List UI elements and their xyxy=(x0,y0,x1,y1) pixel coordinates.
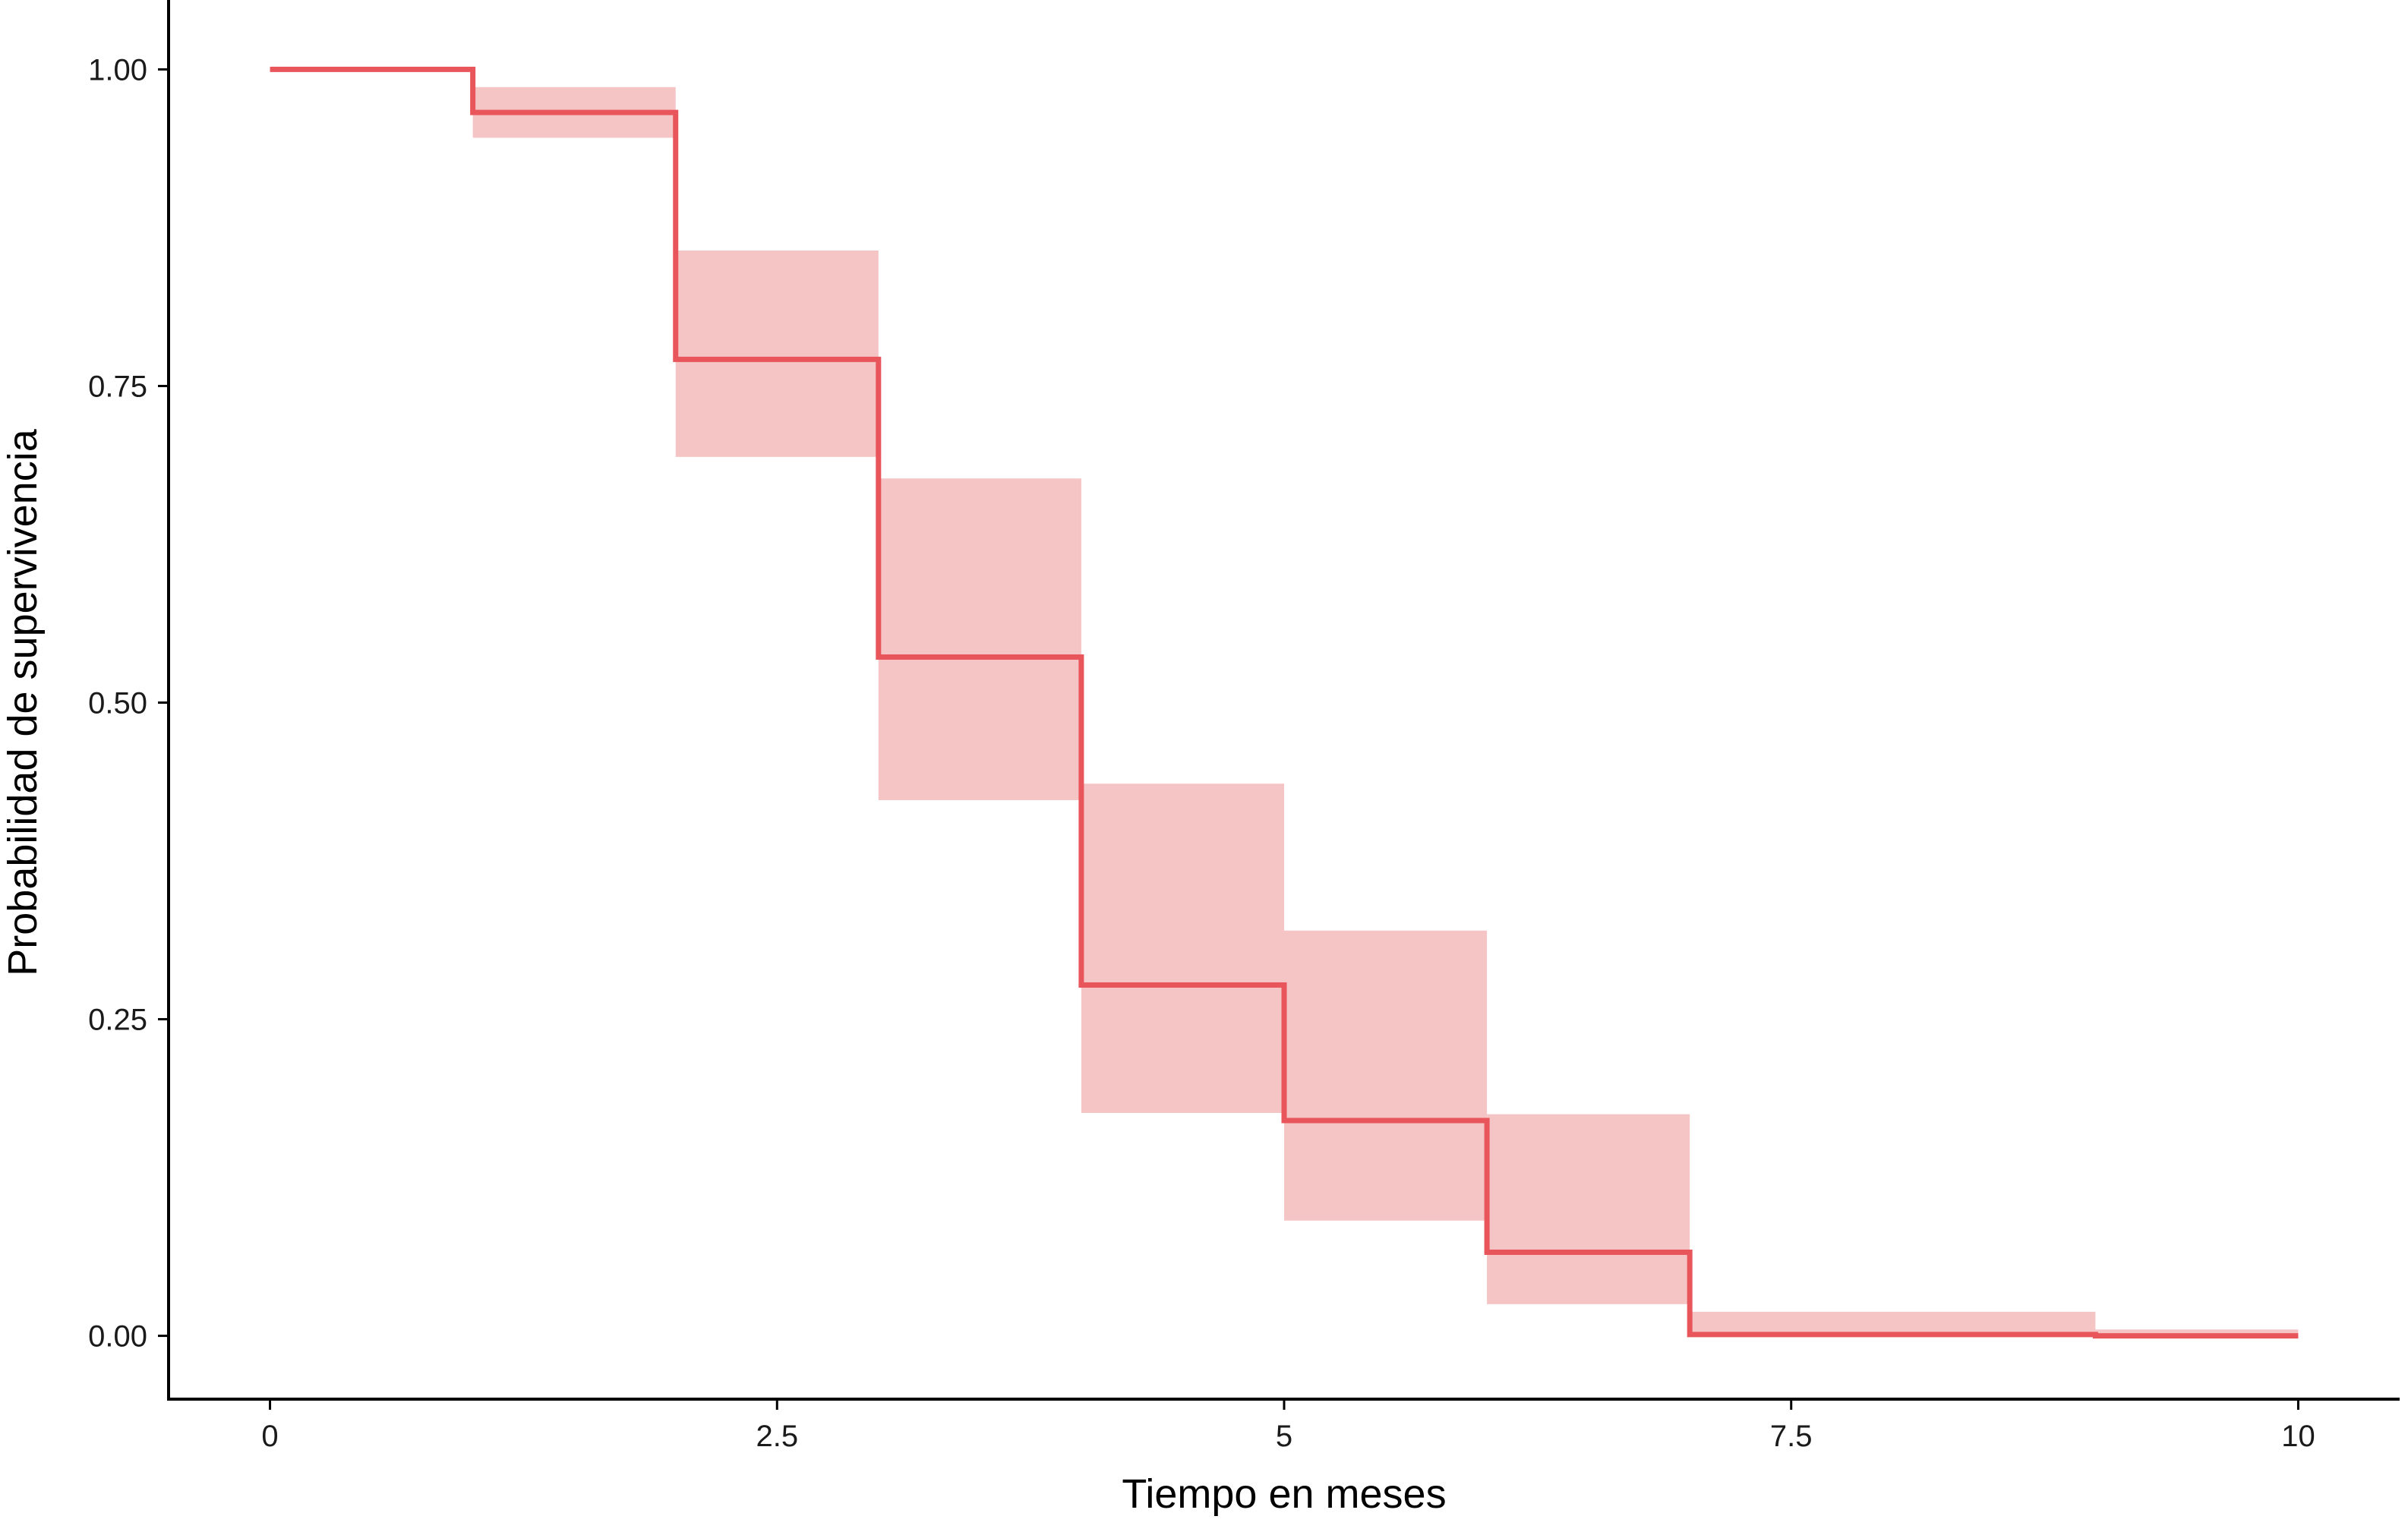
y-tick-label: 0.00 xyxy=(88,1320,147,1354)
y-tick-label: 0.25 xyxy=(88,1004,147,1037)
survival-step-line xyxy=(270,66,2299,1339)
y-tick-label: 0.50 xyxy=(88,687,147,720)
x-tick-label: 5 xyxy=(1276,1420,1292,1453)
x-axis-ticks: 0 2.5 5 7.5 10 xyxy=(261,1399,2315,1453)
survival-curve xyxy=(270,66,2299,1339)
y-tick-label: 1.00 xyxy=(88,53,147,87)
confidence-band-7 xyxy=(1690,1311,2096,1336)
y-tick-label: 0.75 xyxy=(88,370,147,403)
confidence-band-6 xyxy=(1487,1114,1690,1304)
x-tick-label: 0 xyxy=(261,1420,278,1453)
confidence-band-8 xyxy=(2095,1329,2299,1336)
x-tick-label: 7.5 xyxy=(1770,1420,1813,1453)
confidence-band-3 xyxy=(878,478,1081,800)
confidence-band-4 xyxy=(1081,783,1284,1113)
y-axis-title: Probabilidad de supervivencia xyxy=(0,428,46,976)
confidence-band-2 xyxy=(675,250,879,457)
x-tick-label: 10 xyxy=(2281,1420,2315,1453)
y-axis-ticks: 0.00 0.25 0.50 0.75 1.00 xyxy=(88,53,169,1354)
confidence-band-5 xyxy=(1284,930,1488,1221)
confidence-bands xyxy=(472,87,2299,1336)
x-axis-title: Tiempo en meses xyxy=(1122,1471,1446,1517)
x-tick-label: 2.5 xyxy=(756,1420,798,1453)
